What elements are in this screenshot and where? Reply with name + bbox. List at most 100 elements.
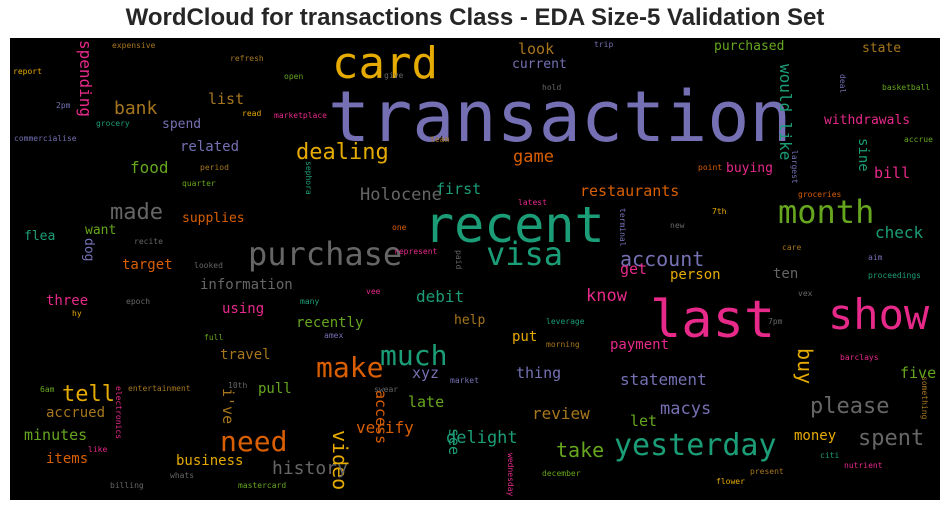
word-bank: bank	[114, 98, 158, 119]
chart-title: WordCloud for transactions Class - EDA S…	[125, 4, 825, 31]
word-dealing: dealing	[296, 140, 389, 165]
word-supplies: supplies	[182, 211, 245, 226]
word-new: new	[670, 221, 685, 230]
word-aim: aim	[868, 253, 883, 262]
word-please: please	[810, 394, 890, 419]
word-game: game	[513, 147, 554, 167]
word-commercialise: commercialise	[14, 134, 77, 143]
word-trip: trip	[594, 40, 614, 49]
word-thing: thing	[516, 364, 562, 382]
word-hy: hy	[72, 309, 82, 318]
word-market: market	[450, 376, 479, 385]
word-morning: morning	[546, 340, 580, 349]
word-mastercard: mastercard	[238, 481, 287, 490]
word-let: let	[630, 412, 658, 430]
word-put: put	[512, 329, 538, 345]
word-spent: spent	[858, 426, 925, 451]
word-give: give	[384, 71, 404, 80]
word-statement: statement	[620, 370, 707, 389]
word-grocery: grocery	[96, 119, 130, 128]
word-dog: dog	[81, 238, 96, 262]
word-expensive: expensive	[112, 41, 156, 50]
word-macys: macys	[660, 399, 712, 419]
word-electronics: electronics	[114, 386, 123, 439]
word-accrued: accrued	[46, 405, 106, 421]
word-card: card	[332, 38, 438, 89]
word-full: full	[204, 333, 224, 342]
word-much: much	[380, 339, 448, 372]
word-payment: payment	[610, 337, 670, 353]
word-using: using	[222, 301, 265, 317]
word-latest: latest	[518, 198, 547, 207]
word-first: first	[436, 180, 482, 198]
word-buying: buying	[726, 161, 773, 176]
word-7th: 7th	[712, 207, 727, 216]
word-minutes: minutes	[24, 426, 88, 444]
word-know: know	[586, 286, 627, 306]
word-see: see	[445, 428, 463, 456]
word-hold: hold	[542, 83, 562, 92]
word-10th: 10th	[228, 381, 248, 390]
word-travel: travel	[220, 347, 271, 363]
word-one: one	[392, 223, 407, 232]
word-flea: flea	[24, 229, 56, 244]
word-list: list	[208, 90, 245, 108]
word-items: items	[46, 451, 89, 467]
word-three: three	[46, 293, 89, 309]
word-take: take	[556, 438, 605, 462]
word-vex: vex	[798, 289, 813, 298]
word-current: current	[512, 57, 567, 72]
word-team: team	[430, 135, 450, 144]
word-debit: debit	[416, 287, 465, 306]
word-paid: paid	[454, 250, 463, 270]
word-represent: represent	[394, 247, 438, 256]
word-billing: billing	[110, 481, 144, 490]
word-sine: sine	[855, 138, 871, 172]
word-make: make	[316, 351, 384, 384]
word-help: help	[454, 313, 486, 328]
word-accrue: accrue	[904, 135, 933, 144]
word-barclays: barclays	[840, 353, 879, 362]
word-access: access	[372, 390, 390, 445]
word-bill: bill	[874, 164, 911, 182]
word-withdrawals: withdrawals	[824, 113, 911, 128]
word-business: business	[176, 453, 244, 469]
word-verify: verify	[356, 418, 414, 437]
word-nutrient: nutrient	[844, 461, 883, 470]
word-open: open	[284, 72, 304, 81]
word-review: review	[532, 404, 590, 423]
word-largest: largest	[790, 150, 799, 184]
word-entertainment: entertainment	[128, 384, 191, 393]
word-look: look	[518, 40, 555, 58]
word-purchase: purchase	[248, 235, 403, 273]
word-ten: ten	[773, 266, 799, 282]
word-quarter: quarter	[182, 179, 216, 188]
word-marketplace: marketplace	[274, 111, 327, 120]
word-holocene: Holocene	[360, 185, 442, 205]
word-proceedings: proceedings	[868, 271, 921, 280]
word-whats: whats	[170, 471, 195, 480]
word-pull: pull	[258, 381, 292, 397]
word-transaction: transaction	[328, 76, 792, 158]
wordcloud-panel: transaction card recent last show month purcha…	[10, 38, 940, 500]
word-history: history	[272, 458, 348, 479]
word-purchased: purchased	[714, 39, 785, 54]
word-7pm: 7pm	[768, 317, 783, 326]
word-recent: recent	[424, 196, 605, 254]
word-like: like	[88, 445, 108, 454]
word-yesterday: yesterday	[614, 428, 777, 463]
word-late: late	[408, 393, 445, 411]
word-want: want	[85, 223, 117, 238]
word-spend: spend	[162, 117, 202, 132]
word-would-like: would like	[776, 64, 795, 161]
word-visa: visa	[486, 235, 564, 273]
word-get: get	[620, 260, 648, 278]
word-report: report	[13, 67, 42, 76]
word-flower: flower	[716, 477, 745, 486]
word-something: something	[920, 376, 929, 420]
word-december: december	[542, 469, 581, 478]
word-leverage: leverage	[546, 317, 585, 326]
word-recite: recite	[134, 237, 163, 246]
word-xyz: xyz	[412, 364, 440, 382]
word-care: care	[782, 243, 802, 252]
